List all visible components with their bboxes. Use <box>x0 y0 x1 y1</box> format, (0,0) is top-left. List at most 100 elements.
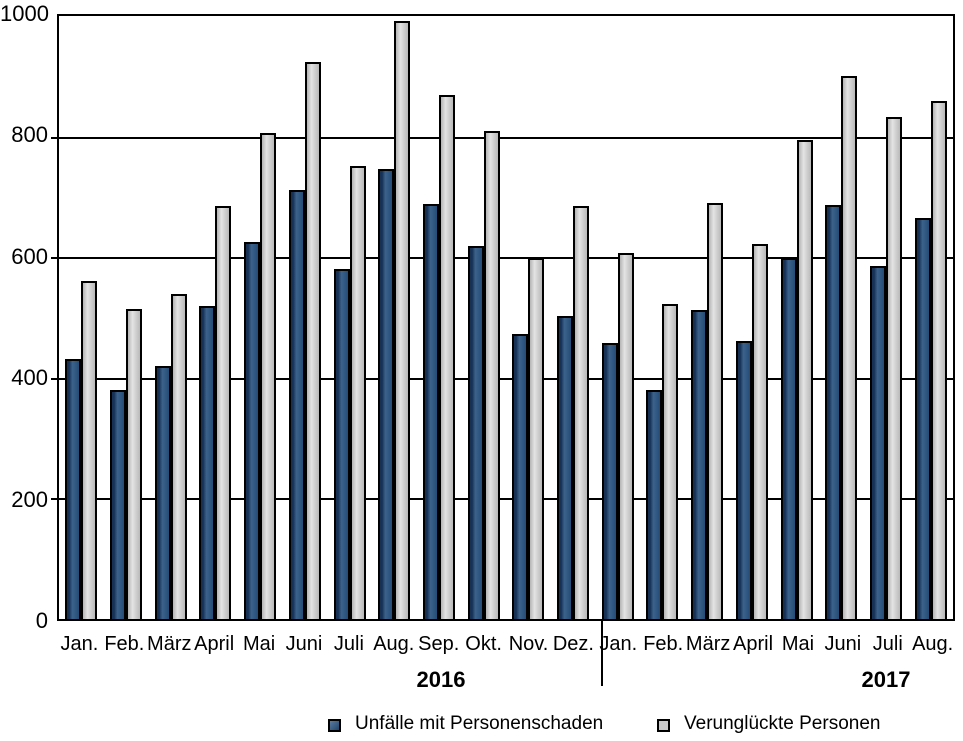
bar-group-märz-2 <box>148 16 193 619</box>
bar-group-sep-8 <box>417 16 462 619</box>
y-tick-label: 400 <box>11 365 48 391</box>
x-tick-label: Aug. <box>912 633 954 655</box>
bar-series0 <box>646 390 663 619</box>
bar-series1 <box>304 62 321 619</box>
x-tick-label: März <box>685 633 731 655</box>
bar-series1 <box>528 258 545 619</box>
bar-group-april-3 <box>193 16 238 619</box>
bar-group-aug-7 <box>372 16 417 619</box>
legend-item-verungl: Verunglückte Personen <box>657 712 880 736</box>
x-tick-label: Dez. <box>552 633 594 655</box>
bar-series0 <box>601 343 618 619</box>
bar-series0 <box>422 204 439 619</box>
bar-group-nov-10 <box>506 16 551 619</box>
bar-group-jan-12 <box>595 16 640 619</box>
bar-series1 <box>930 101 947 619</box>
bar-series1 <box>841 76 858 619</box>
bar-series1 <box>751 244 768 619</box>
bar-series0 <box>467 246 484 619</box>
bar-series0 <box>199 306 216 619</box>
year-separator-line <box>601 621 603 686</box>
legend-swatch-verungl <box>657 718 670 732</box>
bar-series0 <box>378 169 395 619</box>
bar-group-juni-5 <box>283 16 328 619</box>
bar-series1 <box>215 206 232 619</box>
bar-series0 <box>735 341 752 619</box>
gridline <box>51 137 953 139</box>
bar-series1 <box>260 133 277 619</box>
bar-group-aug-19 <box>908 16 953 619</box>
bar-series0 <box>557 316 574 619</box>
bar-group-juli-6 <box>327 16 372 619</box>
bar-series1 <box>81 281 98 619</box>
x-tick-label: April <box>194 633 235 655</box>
legend-swatch-unfaelle <box>328 718 341 732</box>
bar-series1 <box>796 140 813 619</box>
bar-series1 <box>349 166 366 619</box>
bar-series1 <box>126 309 143 619</box>
bar-series1 <box>170 294 187 619</box>
x-tick-label: Mai <box>242 633 276 655</box>
gridline <box>51 257 953 259</box>
bar-series0 <box>65 359 82 619</box>
bar-group-dez-11 <box>551 16 596 619</box>
x-tick-label: April <box>733 633 774 655</box>
bar-series0 <box>870 266 886 619</box>
x-axis-labels: Jan. Feb. März April Mai Juni Juli Aug. Sep. Okt.… <box>57 632 955 656</box>
x-tick-label: Juli <box>333 633 364 655</box>
bar-group-april-15 <box>730 16 775 619</box>
bar-series1 <box>707 203 724 619</box>
y-tick-label: 0 <box>35 608 48 633</box>
legend-label-verungl: Verunglückte Personen <box>684 713 881 734</box>
bar-groups <box>59 16 953 619</box>
bar-group-feb-1 <box>104 16 149 619</box>
bar-series0 <box>691 310 708 619</box>
x-tick-label: Aug. <box>373 633 415 655</box>
x-tick-label: Feb. <box>643 633 684 655</box>
plot-area <box>51 14 955 621</box>
bar-series0 <box>512 334 529 619</box>
bar-series0 <box>914 218 931 619</box>
x-tick-label: Jan. <box>599 633 638 655</box>
bar-series1 <box>617 253 634 619</box>
bar-group-jan-0 <box>59 16 104 619</box>
x-tick-label: Sep. <box>418 633 460 655</box>
y-axis-labels: 0 200 400 600 800 1000 <box>0 0 49 741</box>
bar-series1 <box>394 21 411 619</box>
year-label-2017: 2017 <box>861 667 911 692</box>
bar-group-mai-4 <box>238 16 283 619</box>
x-tick-label: Jan. <box>60 633 99 655</box>
bar-series1 <box>438 95 455 619</box>
bar-group-märz-14 <box>685 16 730 619</box>
bar-series0 <box>154 366 171 619</box>
y-tick-label: 200 <box>11 486 48 512</box>
y-tick-label: 1000 <box>0 1 49 26</box>
x-tick-label: Nov. <box>508 633 549 655</box>
bar-series1 <box>662 304 679 619</box>
bar-group-mai-16 <box>774 16 819 619</box>
legend-label-unfaelle: Unfälle mit Personenschaden <box>355 713 604 734</box>
x-tick-label: Mai <box>781 633 815 655</box>
x-tick-label: Okt. <box>465 633 502 655</box>
x-tick-label: Juli <box>872 633 903 655</box>
bar-series1 <box>573 206 590 619</box>
bar-series1 <box>483 131 500 619</box>
y-tick-label: 600 <box>11 243 48 269</box>
y-tick-label: 800 <box>11 122 48 148</box>
bar-group-juni-17 <box>819 16 864 619</box>
gridline <box>51 498 953 500</box>
x-tick-label: Feb. <box>104 633 145 655</box>
bar-series0 <box>333 269 350 619</box>
bar-group-juli-18 <box>864 16 909 619</box>
x-tick-label: Juni <box>824 633 862 655</box>
x-tick-label: März <box>147 633 192 655</box>
gridline <box>51 378 953 380</box>
bar-group-feb-13 <box>640 16 685 619</box>
year-label-2016: 2016 <box>416 667 466 692</box>
legend-item-unfaelle: Unfälle mit Personenschaden <box>328 712 603 736</box>
x-tick-label: Juni <box>285 633 323 655</box>
bar-group-okt-9 <box>461 16 506 619</box>
bar-series0 <box>780 258 797 619</box>
bar-series0 <box>110 390 127 619</box>
